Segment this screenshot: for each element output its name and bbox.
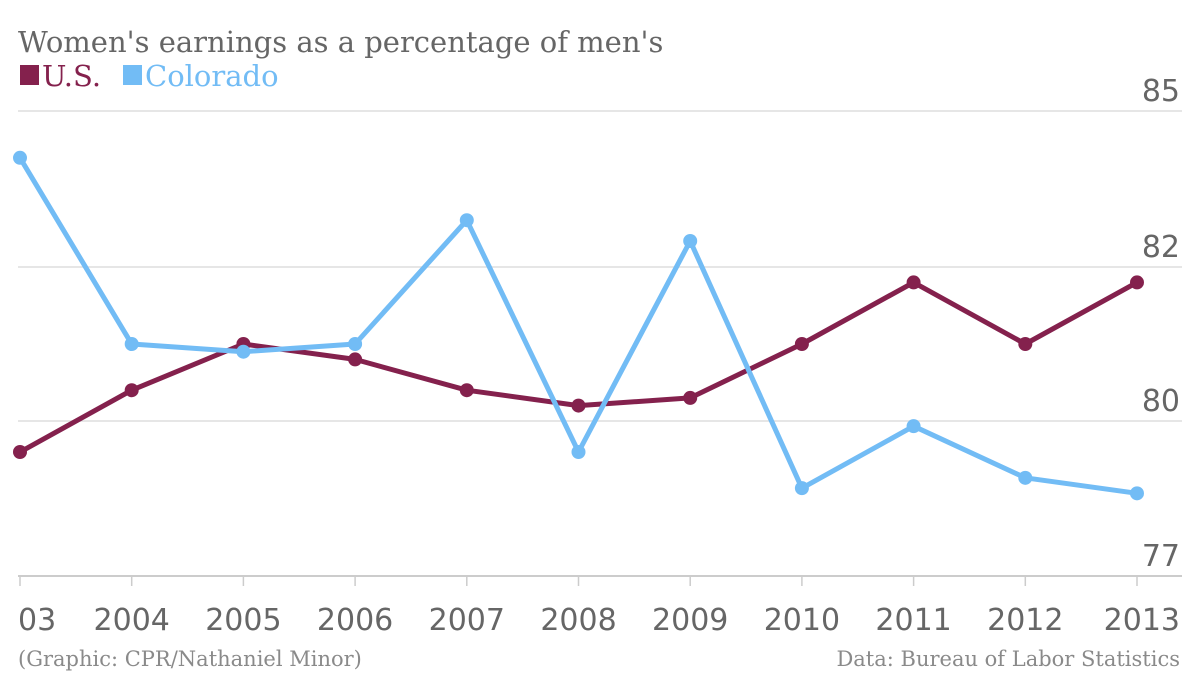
data-point-colorado (459, 213, 474, 228)
data-point-u-s (571, 398, 586, 413)
data-point-colorado (683, 234, 698, 248)
data-point-u-s (124, 383, 139, 398)
legend-label-us: U.S. (42, 59, 101, 93)
legend-swatch-us (20, 65, 39, 85)
data-point-u-s (348, 352, 363, 367)
data-point-u-s (13, 445, 27, 459)
x-tick-label: 2012 (987, 603, 1063, 638)
x-tick-label: 2011 (875, 603, 951, 638)
series-line-u-s (17, 279, 1140, 455)
y-tick-label: 82 (1142, 230, 1180, 265)
data-source: Data: Bureau of Labor Statistics (836, 647, 1180, 671)
data-point-colorado (794, 481, 809, 496)
chart-title: Women's earnings as a percentage of men'… (18, 25, 663, 59)
x-tick-label: 03 (18, 603, 56, 638)
source-credit: (Graphic: CPR/Nathaniel Minor) (18, 647, 362, 671)
data-point-colorado (906, 419, 921, 434)
x-tick-label: 2009 (652, 603, 728, 638)
data-point-colorado (236, 344, 251, 359)
data-point-colorado (571, 445, 586, 459)
x-tick-label: 2005 (205, 603, 281, 638)
x-tick-label: 2004 (94, 603, 170, 638)
data-point-u-s (794, 337, 809, 351)
data-point-u-s (683, 390, 698, 405)
x-axis-ticks: 03 2004 2005 2006 2007 2008 2009 2010 2011 2012 20… (18, 576, 1180, 638)
series-lines (13, 150, 1144, 501)
legend: U.S. Colorado (20, 59, 279, 93)
x-tick-label: 2008 (540, 603, 616, 638)
legend-label-colorado: Colorado (145, 59, 279, 93)
y-tick-label: 80 (1142, 384, 1180, 419)
x-tick-label: 2007 (429, 603, 505, 638)
y-tick-label: 85 (1142, 74, 1180, 109)
data-point-colorado (348, 337, 363, 351)
data-point-colorado (1130, 486, 1144, 501)
x-tick-label: 2013 (1104, 603, 1180, 638)
series-line-colorado (17, 155, 1140, 496)
y-tick-label: 77 (1142, 539, 1180, 574)
x-tick-label: 2010 (764, 603, 840, 638)
legend-swatch-colorado (123, 65, 142, 85)
data-point-u-s (906, 275, 921, 290)
data-point-colorado (124, 337, 139, 351)
data-point-u-s (1130, 275, 1144, 290)
x-tick-label: 2006 (317, 603, 393, 638)
y-axis-ticks: 77 80 82 85 (1142, 74, 1180, 574)
data-point-colorado (1018, 470, 1033, 485)
gridlines (18, 110, 1182, 577)
data-point-u-s (459, 383, 474, 398)
data-point-u-s (1018, 337, 1033, 351)
data-point-colorado (13, 150, 27, 165)
